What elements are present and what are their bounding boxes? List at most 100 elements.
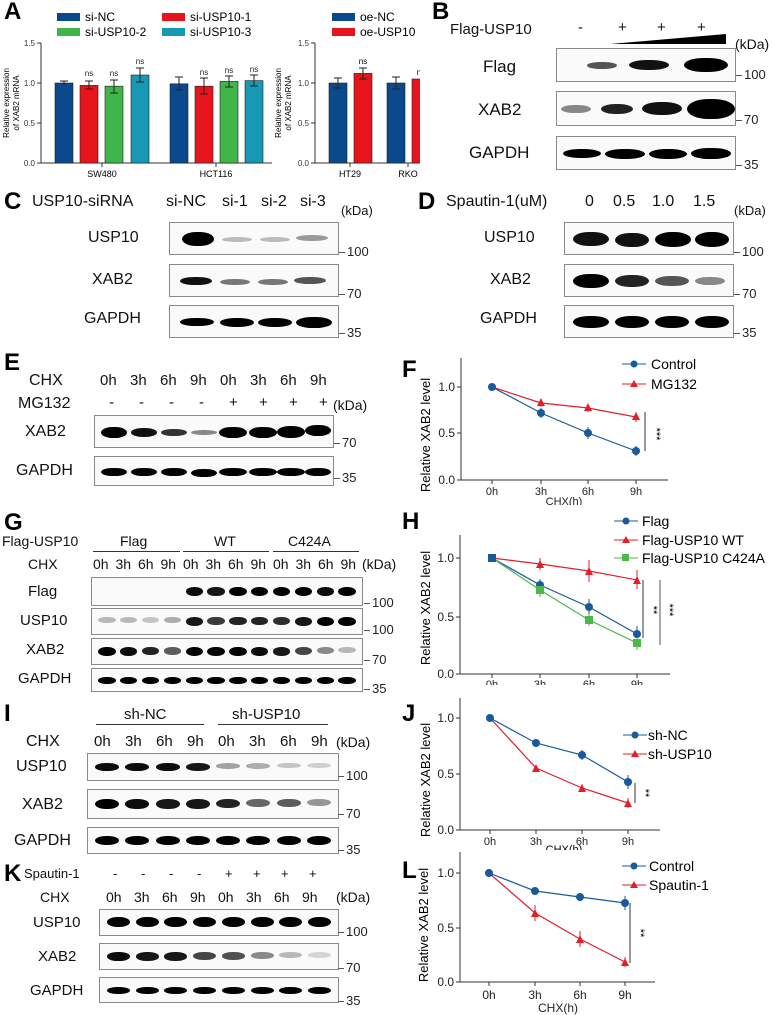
kda-marker: 35 <box>736 157 758 172</box>
blot-band <box>155 836 180 845</box>
blot-band <box>338 617 356 626</box>
lane-label: 0h <box>100 372 117 389</box>
chx-label: CHX <box>40 889 70 905</box>
blot-label-gapdh: GAPDH <box>18 670 72 687</box>
blot-band <box>185 617 203 626</box>
svg-text:Control: Control <box>651 356 696 372</box>
svg-text:MG132: MG132 <box>651 376 697 392</box>
blot-band <box>251 617 269 626</box>
blot-band <box>229 587 247 596</box>
treatment-label: Spautin-1 <box>24 866 80 881</box>
blot-band <box>207 677 225 684</box>
lane-label: 3h <box>249 733 266 750</box>
kda-marker: 100 <box>339 244 369 259</box>
svg-text:CHX(h): CHX(h) <box>538 1001 578 1015</box>
svg-text:si-NC: si-NC <box>85 10 115 24</box>
blot-label-xab2: XAB2 <box>26 641 65 658</box>
blot-band <box>308 917 332 927</box>
blot-g-usp10 <box>91 608 363 635</box>
kda-marker: 35 <box>734 325 756 340</box>
blot-label-gapdh: GAPDH <box>84 310 141 327</box>
lane-label: + <box>618 19 627 36</box>
blot-k-xab2 <box>99 943 339 970</box>
svg-text:si-USP10-3: si-USP10-3 <box>190 25 252 39</box>
blot-band <box>276 836 301 845</box>
blot-band <box>185 677 203 684</box>
kda-marker: 35 <box>364 681 386 696</box>
blot-band <box>338 677 356 684</box>
lane-label: si-NC <box>166 193 206 210</box>
blot-band <box>272 647 291 656</box>
svg-text:0.0: 0.0 <box>437 823 454 837</box>
svg-text:1.5: 1.5 <box>24 39 36 48</box>
panel-f-letter: F <box>402 356 417 383</box>
blot-band <box>125 799 150 809</box>
blot-d-usp10 <box>564 222 734 255</box>
svg-text:0.0: 0.0 <box>24 159 36 168</box>
group-underline <box>183 551 269 552</box>
blot-label-xab2: XAB2 <box>25 423 66 440</box>
svg-text:0h: 0h <box>482 988 495 1002</box>
blot-band <box>251 587 269 596</box>
blot-band <box>308 987 332 994</box>
blot-label-usp10: USP10 <box>33 914 81 931</box>
lane-label: 3h <box>115 556 132 572</box>
panel-j-letter: J <box>402 700 416 727</box>
svg-text:1.0: 1.0 <box>298 79 310 88</box>
blot-band <box>229 677 247 684</box>
lane-label: si-2 <box>261 193 287 210</box>
group-label: WT <box>214 533 236 549</box>
kda-label: (kDa) <box>336 889 371 905</box>
blot-label-usp10: USP10 <box>484 229 535 246</box>
lane-label: 3h <box>250 372 267 389</box>
svg-text:0h: 0h <box>486 679 498 685</box>
blot-label-xab2: XAB2 <box>478 100 522 119</box>
blot-band <box>276 799 301 808</box>
svg-text:1.0: 1.0 <box>24 79 36 88</box>
panel-j-line-chart: Relative XAB2 level 0.0 0.5 1.0 0h 3h 6h… <box>418 698 712 850</box>
blot-band <box>306 836 331 845</box>
panel-g-letter: G <box>4 509 23 536</box>
blot-band <box>279 987 303 994</box>
blot-band <box>155 763 180 771</box>
blot-label-flag: Flag <box>28 583 58 600</box>
blot-band <box>185 836 210 845</box>
blot-band <box>251 677 269 684</box>
svg-text:CHX(h): CHX(h) <box>546 844 583 850</box>
lane-label: + <box>657 19 666 36</box>
blot-band <box>125 836 150 845</box>
blot-b-gapdh <box>556 136 736 170</box>
svg-text:0.5: 0.5 <box>438 426 455 440</box>
lane-label: 3h <box>205 556 222 572</box>
panel-c-letter: C <box>4 188 22 215</box>
blot-band <box>163 677 182 684</box>
blot-band <box>221 952 245 960</box>
kda-label: (kDa) <box>333 397 368 413</box>
lane-label: 9h <box>250 556 267 572</box>
lane-label: 0h <box>94 733 111 750</box>
svg-text:ns: ns <box>110 69 118 78</box>
blot-label-gapdh: GAPDH <box>16 462 73 479</box>
lane-label: 9h <box>340 556 357 572</box>
blot-b-xab2 <box>556 91 736 126</box>
group-underline <box>96 724 204 725</box>
blot-label-usp10: USP10 <box>16 758 67 775</box>
svg-text:0.0: 0.0 <box>438 473 455 487</box>
blot-band <box>106 987 130 994</box>
lane-label: - <box>169 866 174 881</box>
panel-i-letter: I <box>4 700 11 727</box>
svg-text:**: ** <box>634 929 646 938</box>
blot-band <box>120 677 138 684</box>
svg-text:Relative XAB2 level: Relative XAB2 level <box>418 551 433 665</box>
kda-marker: 35 <box>338 842 360 857</box>
blot-band <box>294 587 313 596</box>
blot-band <box>193 952 217 960</box>
lane-label: 9h <box>310 372 327 389</box>
lane-label: 6h <box>318 556 334 572</box>
blot-label-gapdh: GAPDH <box>480 310 537 327</box>
kda-marker: 70 <box>339 286 361 301</box>
svg-text:***: *** <box>663 604 675 618</box>
lane-label: 6h <box>280 372 297 389</box>
lane-label: + <box>281 866 289 881</box>
blot-label-flag: Flag <box>483 57 517 76</box>
